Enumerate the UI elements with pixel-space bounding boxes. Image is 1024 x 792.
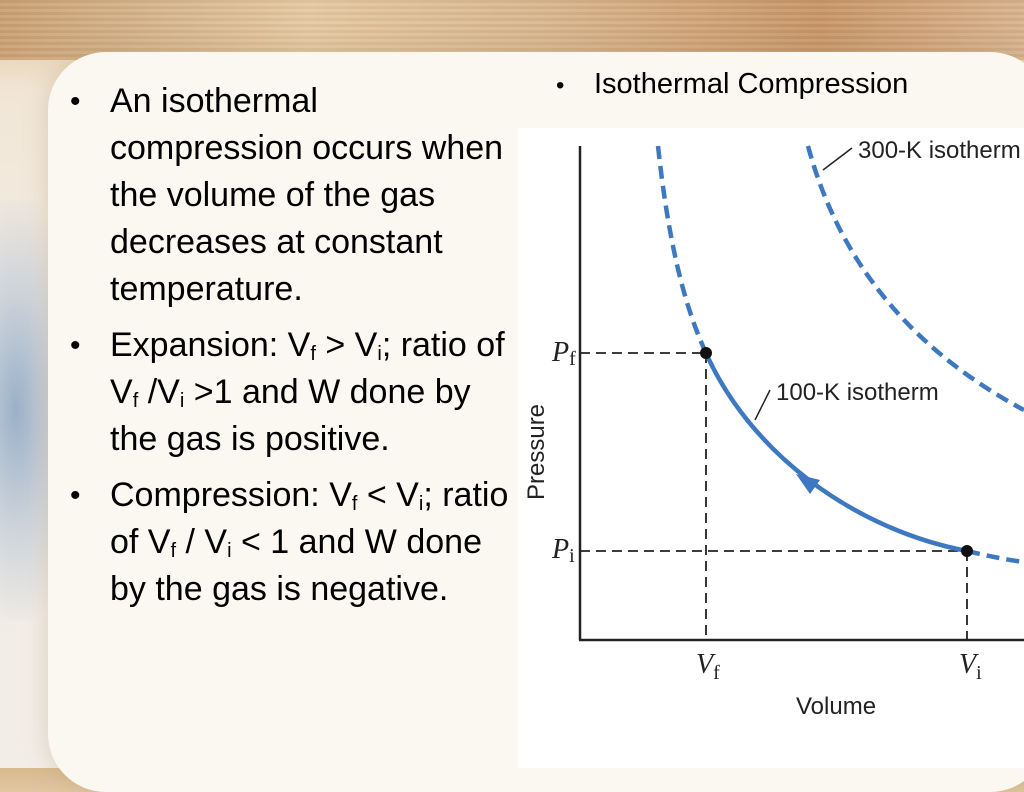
isotherm-100k-label: 100-K isotherm — [776, 379, 939, 406]
bullet-text: < 1 and W done by the gas is negative. — [110, 523, 482, 608]
subscript: i — [377, 343, 382, 365]
subscript: f — [310, 343, 316, 365]
subscript: f — [170, 540, 177, 562]
x-axis-label: Volume — [796, 693, 876, 720]
bullet-text: ; ratio of V — [110, 476, 509, 561]
diagram-svg: 300-K isotherm 100-K isotherm Pressure V… — [523, 137, 1024, 720]
subscript: i — [227, 540, 232, 562]
final-state-point — [700, 347, 712, 359]
pf-subscript: f — [569, 348, 576, 370]
bullet-expansion: Expansion: Vf > Vi; ratio of Vf /Vi >1 a… — [68, 322, 518, 463]
pi-symbol: P — [551, 534, 569, 565]
vf-subscript: f — [713, 662, 720, 684]
isotherm-diagram: 300-K isotherm 100-K isotherm Pressure V… — [518, 128, 1024, 768]
pi-subscript: i — [569, 545, 575, 567]
leader-line-300k — [822, 147, 853, 171]
bullet-text: ; ratio of V — [110, 326, 505, 411]
figure-title: • Isothermal Compression — [556, 68, 908, 101]
figure-title-text: Isothermal Compression — [594, 68, 909, 100]
isotherm-300k-curve — [805, 145, 1024, 412]
isotherm-100k-lower-extension — [966, 548, 1024, 565]
bullet-text: / V — [176, 523, 228, 561]
subscript: i — [179, 390, 185, 412]
y-axis-label: Pressure — [523, 404, 550, 500]
vf-symbol: V — [696, 649, 716, 680]
bullet-compression: Compression: Vf < Vi; ratio of Vf / Vi <… — [68, 472, 518, 613]
vf-tick-label: Vf — [696, 649, 720, 684]
subscript: f — [132, 390, 139, 412]
vi-subscript: i — [976, 662, 982, 684]
bullet-text: < V — [357, 476, 419, 514]
bullet-text: >1 and W done by the gas is positive. — [110, 373, 471, 458]
subscript: f — [351, 493, 358, 515]
bullet-text: Expansion: V — [110, 326, 311, 364]
vi-tick-label: Vi — [959, 649, 982, 684]
pf-tick-label: Pf — [551, 337, 576, 370]
bullet-text: /V — [138, 373, 180, 411]
subscript: i — [418, 493, 424, 515]
bullet-text: > V — [315, 326, 378, 364]
bullet-text: Compression: V — [110, 476, 352, 514]
isotherm-300k-label: 300-K isotherm — [858, 137, 1021, 164]
compression-direction-arrow — [796, 474, 820, 494]
background-top-band — [0, 0, 1024, 60]
bullet-text: An isothermal compression occurs when th… — [110, 82, 504, 308]
bullet-isothermal-definition: An isothermal compression occurs when th… — [68, 78, 518, 313]
vi-symbol: V — [959, 649, 979, 680]
leader-line-100k — [754, 389, 771, 421]
bullet-dot: • — [556, 72, 565, 99]
isotherm-100k-upper-extension — [655, 145, 709, 354]
pi-tick-label: Pi — [551, 534, 575, 567]
bullet-list: An isothermal compression occurs when th… — [68, 78, 518, 622]
pf-symbol: P — [551, 337, 569, 368]
initial-state-point — [961, 545, 973, 557]
